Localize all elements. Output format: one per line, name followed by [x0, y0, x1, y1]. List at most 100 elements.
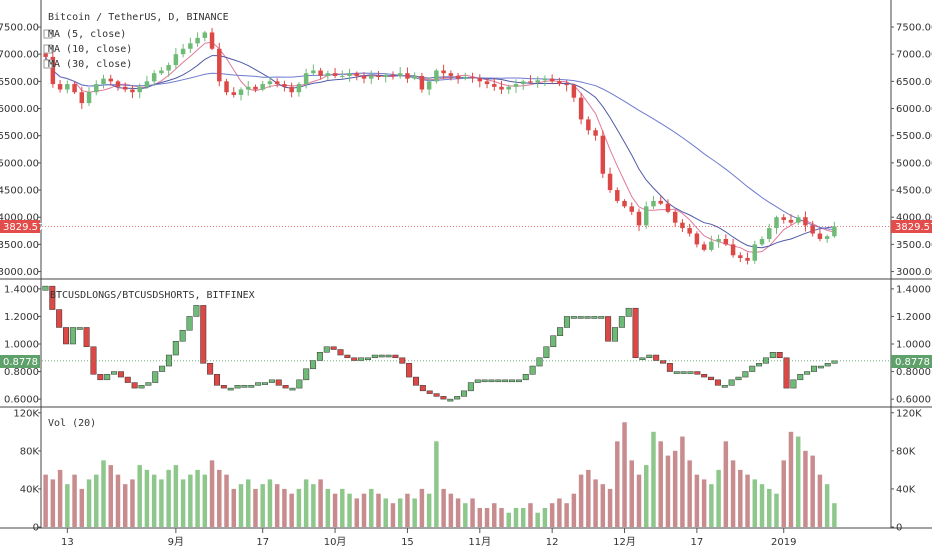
ratio-brick [749, 365, 756, 372]
volume-bar [752, 479, 758, 527]
volume-bar [282, 488, 287, 527]
volume-bar [108, 465, 113, 527]
volume-bar [318, 479, 323, 527]
volume-bar [578, 474, 584, 527]
ratio-brick [728, 379, 735, 386]
price-candle [79, 92, 85, 104]
price-tick-right: 6500.00 [896, 77, 932, 88]
volume-bar [72, 474, 77, 527]
price-candle [832, 226, 837, 237]
price-candle [578, 97, 584, 120]
price-candle [774, 217, 779, 229]
ratio-brick [563, 316, 570, 328]
ratio-brick [783, 357, 790, 389]
ratio-brick [687, 371, 694, 374]
ratio-brick [495, 379, 502, 383]
price-axes[interactable]: 7500.00 7500.00 7000.00 7000.00 6500.00 6500.… [0, 23, 932, 534]
volume-bar [115, 474, 121, 527]
volume-bar [709, 484, 714, 527]
ratio-brick [207, 363, 214, 375]
volume-bar [506, 512, 511, 527]
price-tick-right: 4500.00 [896, 186, 932, 197]
ratio-brick [639, 357, 646, 361]
volume-bar [629, 460, 635, 527]
volume-tick-left: 0 [33, 523, 39, 534]
ratio-brick [76, 327, 83, 330]
square-checkbox-icon[interactable] [43, 44, 53, 54]
volume-bar [79, 488, 85, 527]
ratio-tick-left: 1.0000 [4, 340, 39, 351]
ratio-brick [673, 371, 680, 374]
volume-bar [159, 479, 164, 527]
price-tick-left: 4000.00 [0, 213, 39, 224]
volume-bar [810, 455, 815, 527]
volume-bar [600, 484, 606, 527]
volume-bar [65, 484, 70, 527]
ratio-brick [186, 316, 193, 331]
volume-bar [549, 503, 555, 527]
volume-bar [470, 498, 475, 527]
ratio-brick [63, 327, 70, 345]
ratio-brick [515, 379, 522, 383]
volume-bar [759, 484, 765, 527]
time-axis[interactable]: 13 9月 17 10月 15 11月 12 12月 17 2019 [61, 528, 796, 548]
price-tick-right: 6000.00 [896, 104, 932, 115]
volume-bar [557, 498, 562, 527]
ratio-brick [557, 327, 564, 336]
ratio-tick-right: 0.6000 [896, 395, 931, 406]
volume-bar [180, 479, 186, 527]
volume-bar [376, 493, 381, 527]
ratio-brick [797, 374, 804, 381]
volume-bar [137, 465, 142, 527]
ratio-brick [598, 316, 605, 319]
ratio-brick [529, 365, 536, 375]
ratio-brick [248, 385, 255, 388]
price-candle [122, 86, 128, 90]
price-tick-left: 4500.00 [0, 186, 39, 197]
ratio-brick [138, 385, 145, 389]
ratio-brick [323, 346, 330, 353]
volume-bar [716, 469, 721, 527]
volume-bar [701, 479, 707, 527]
ratio-brick [344, 354, 351, 359]
price-candle [347, 73, 352, 76]
ratio-brick [56, 309, 63, 328]
volume-bar [253, 488, 258, 527]
ratio-brick [467, 382, 474, 392]
volume-bar [441, 488, 446, 527]
ratio-brick [440, 396, 447, 400]
ratio-tick-left: 1.4000 [4, 284, 39, 295]
volume-bar [369, 488, 374, 527]
volume-bar [311, 484, 316, 527]
ratio-brick [550, 335, 557, 348]
volume-bar [332, 493, 338, 527]
volume-bar [209, 460, 215, 527]
volume-bar [492, 503, 497, 527]
volume-bar [788, 431, 794, 527]
price-candle [622, 200, 627, 207]
ratio-brick [632, 307, 639, 359]
square-checkbox-icon[interactable] [43, 29, 53, 39]
ratio-brick [714, 379, 721, 386]
ratio-brick [193, 305, 200, 317]
ratio-brick [179, 329, 186, 342]
price-candle [658, 200, 663, 204]
price-candle [318, 70, 323, 76]
price-candle [108, 78, 113, 82]
ratio-brick [412, 376, 419, 386]
price-legend[interactable]: Bitcoin / TetherUS, D, BINANCE MA (5, cl… [43, 12, 229, 70]
price-tick-left: 7500.00 [0, 23, 39, 34]
price-candle [535, 80, 540, 83]
volume-bar [832, 503, 837, 527]
ratio-brick [200, 305, 207, 364]
ratio-brick [454, 396, 461, 400]
volume-bar [738, 469, 743, 527]
volume-bar [397, 498, 403, 527]
volume-bar [361, 493, 367, 527]
ratio-brick [426, 390, 433, 394]
price-candle [767, 228, 772, 239]
price-candle [289, 86, 294, 93]
volume-bar [636, 474, 642, 527]
square-checkbox-icon[interactable] [43, 59, 53, 69]
